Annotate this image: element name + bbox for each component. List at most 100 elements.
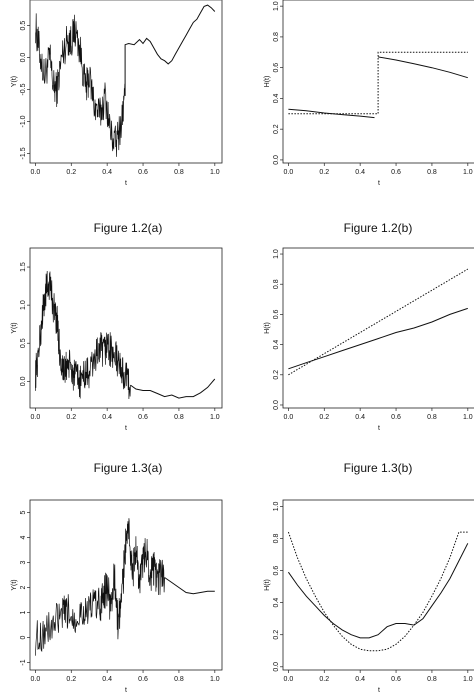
y-tick-label: 0.0 <box>273 400 280 410</box>
chart-p14a: 0.0 0.2 0.4 0.6 0.8 1.0 -1 0 1 2 3 4 5 t Y(t) <box>11 499 223 694</box>
x-tick-label: 1.0 <box>463 676 473 683</box>
x-tick-label: 1.0 <box>210 676 220 683</box>
y-tick-label: 0.6 <box>273 63 280 73</box>
x-tick-label: 0.4 <box>355 676 365 683</box>
solid-series-1 <box>124 4 216 96</box>
y-tick-label: -0.5 <box>20 83 27 95</box>
solid-series-1 <box>130 378 216 399</box>
y-tick-label: 2 <box>20 585 27 589</box>
x-tick-label: 0.0 <box>284 169 294 176</box>
x-tick-label: 0.8 <box>174 169 184 176</box>
x-axis-label: t <box>125 180 127 187</box>
x-axis-label: t <box>125 687 127 694</box>
solid-series-0 <box>288 307 468 370</box>
y-tick-label: 0.0 <box>273 155 280 165</box>
x-axis-label: t <box>378 180 380 187</box>
plot-frame <box>282 0 474 164</box>
y-tick-label: 0 <box>20 635 27 639</box>
y-tick-label: 0.6 <box>273 566 280 576</box>
x-tick-label: 0.6 <box>391 414 401 421</box>
x-tick-label: 0.2 <box>66 169 76 176</box>
y-axis-label: Y(t) <box>11 322 18 333</box>
y-tick-label: 0.4 <box>273 93 280 103</box>
x-tick-label: 0.4 <box>102 676 112 683</box>
x-tick-label: 0.8 <box>427 676 437 683</box>
y-tick-label: 0.0 <box>20 53 27 63</box>
y-tick-label: 0.8 <box>273 279 280 289</box>
y-axis-label: H(t) <box>264 579 271 591</box>
plot-frame <box>29 247 223 409</box>
x-axis-label: t <box>125 425 127 432</box>
x-axis-label: t <box>378 687 380 694</box>
y-axis-label: Y(t) <box>11 579 18 590</box>
x-axis-label: t <box>378 425 380 432</box>
x-tick-label: 1.0 <box>210 169 220 176</box>
chart-p13a: 0.0 0.2 0.4 0.6 0.8 1.0 0.0 0.5 1.0 1.5 t Y(t) <box>11 247 223 432</box>
solid-series-1 <box>378 56 468 79</box>
caption-1-3b: Figure 1.3(b) <box>343 461 413 475</box>
y-axis-label: H(t) <box>264 76 271 88</box>
x-tick-label: 0.8 <box>427 169 437 176</box>
caption-1-2a: Figure 1.2(a) <box>93 221 163 235</box>
x-tick-label: 0.6 <box>138 169 148 176</box>
x-tick-label: 0.6 <box>391 676 401 683</box>
y-tick-label: 3 <box>20 560 27 564</box>
y-tick-label: 0.6 <box>273 309 280 319</box>
x-tick-label: 0.8 <box>174 414 184 421</box>
y-tick-label: 1.0 <box>20 300 27 310</box>
y-tick-label: 0.8 <box>273 534 280 544</box>
x-tick-label: 0.8 <box>427 414 437 421</box>
y-tick-label: 0.2 <box>273 370 280 380</box>
solid-series-0 <box>35 270 131 400</box>
y-tick-label: 1.0 <box>273 249 280 259</box>
caption-1-3a: Figure 1.3(a) <box>93 461 163 475</box>
x-tick-label: 0.6 <box>391 169 401 176</box>
y-tick-label: 0.0 <box>20 376 27 386</box>
x-tick-label: 0.6 <box>138 676 148 683</box>
y-tick-label: 1.5 <box>20 262 27 272</box>
y-axis-label: H(t) <box>264 322 271 334</box>
y-tick-label: 0.4 <box>273 340 280 350</box>
x-tick-label: 1.0 <box>463 169 473 176</box>
y-tick-label: 0.2 <box>273 124 280 134</box>
solid-series-1 <box>164 577 215 595</box>
x-tick-label: 0.4 <box>355 169 365 176</box>
plot-frame <box>29 0 223 164</box>
x-tick-label: 0.2 <box>66 414 76 421</box>
y-tick-label: -1 <box>20 659 27 665</box>
x-tick-label: 0.0 <box>31 414 41 421</box>
x-tick-label: 1.0 <box>210 414 220 421</box>
x-tick-label: 1.0 <box>463 414 473 421</box>
solid-series-0 <box>288 108 375 119</box>
solid-series-0 <box>35 13 126 157</box>
plot-frame <box>282 499 474 671</box>
chart-p14b: 0.0 0.2 0.4 0.6 0.8 1.0 0.0 0.2 0.4 0.6 0.8 1.0 t H(t… <box>264 499 474 694</box>
chart-p13b: 0.0 0.2 0.4 0.6 0.8 1.0 0.0 0.2 0.4 0.6 0.8 1.0 t H(t… <box>264 247 474 432</box>
caption-1-2b: Figure 1.2(b) <box>343 221 413 235</box>
x-tick-label: 0.2 <box>319 169 329 176</box>
x-tick-label: 0.8 <box>174 676 184 683</box>
x-tick-label: 0.2 <box>319 676 329 683</box>
y-tick-label: 0.8 <box>273 32 280 42</box>
y-tick-label: -1.5 <box>20 147 27 159</box>
y-tick-label: 0.5 <box>20 21 27 31</box>
y-tick-label: 0.0 <box>273 662 280 672</box>
dotted-series-1 <box>288 268 469 376</box>
x-tick-label: 0.2 <box>66 676 76 683</box>
x-tick-label: 0.0 <box>31 169 41 176</box>
x-tick-label: 0.0 <box>284 414 294 421</box>
x-tick-label: 0.4 <box>102 414 112 421</box>
solid-series-0 <box>35 518 165 656</box>
y-tick-label: -1.0 <box>20 115 27 127</box>
dotted-series-1 <box>287 531 468 652</box>
y-tick-label: 0.4 <box>273 598 280 608</box>
plot-frame <box>282 247 474 409</box>
y-tick-label: 4 <box>20 535 27 539</box>
y-axis-label: Y(t) <box>11 76 18 87</box>
y-tick-label: 0.5 <box>20 338 27 348</box>
x-tick-label: 0.6 <box>138 414 148 421</box>
y-tick-label: 5 <box>20 510 27 514</box>
dotted-series-2 <box>288 51 468 115</box>
